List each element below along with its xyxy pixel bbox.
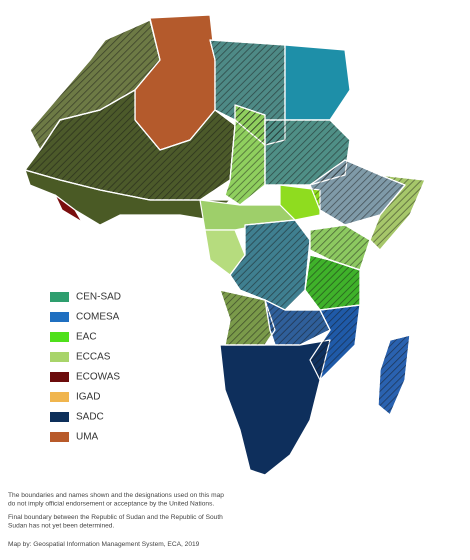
legend-label: SADC	[76, 412, 104, 423]
credit: Map by: Geospatial Information Managemen…	[8, 541, 200, 548]
hatch-madagascar	[377, 334, 411, 416]
legend-swatch	[50, 412, 69, 422]
region-liberia	[54, 194, 83, 223]
legend-label: CEN-SAD	[76, 292, 121, 303]
hatch-sahel	[24, 89, 236, 201]
hatch-somalia	[369, 174, 426, 251]
legend-swatch	[50, 292, 69, 302]
legend-label: ECOWAS	[76, 372, 120, 383]
disclaimer-line: Sudan has not yet been determined.	[8, 523, 114, 530]
legend-label: COMESA	[76, 312, 120, 323]
legend-swatch	[50, 352, 69, 362]
legend-swatch	[50, 332, 69, 342]
legend-label: IGAD	[76, 392, 100, 403]
legend-swatch	[50, 432, 69, 442]
legend-label: EAC	[76, 332, 97, 343]
notes: The boundaries and names shown and the d…	[8, 492, 224, 530]
legend-swatch	[50, 312, 69, 322]
region-egypt	[284, 44, 351, 121]
legend-label: UMA	[76, 432, 99, 443]
disclaimer-line: The boundaries and names shown and the d…	[8, 492, 224, 499]
legend-label: ECCAS	[76, 352, 111, 363]
legend: CEN-SAD COMESA EAC ECCAS ECOWAS IGAD SADC UMA	[50, 292, 121, 443]
region-southern	[219, 339, 331, 476]
legend-swatch	[50, 372, 69, 382]
hatch-mozambique	[309, 304, 361, 381]
legend-swatch	[50, 392, 69, 402]
disclaimer-line: Final boundary between the Republic of S…	[8, 514, 223, 521]
disclaimer-line: do not imply official endorsement or acc…	[8, 501, 214, 508]
hatch-zambia	[264, 299, 331, 346]
hatching	[24, 19, 426, 416]
